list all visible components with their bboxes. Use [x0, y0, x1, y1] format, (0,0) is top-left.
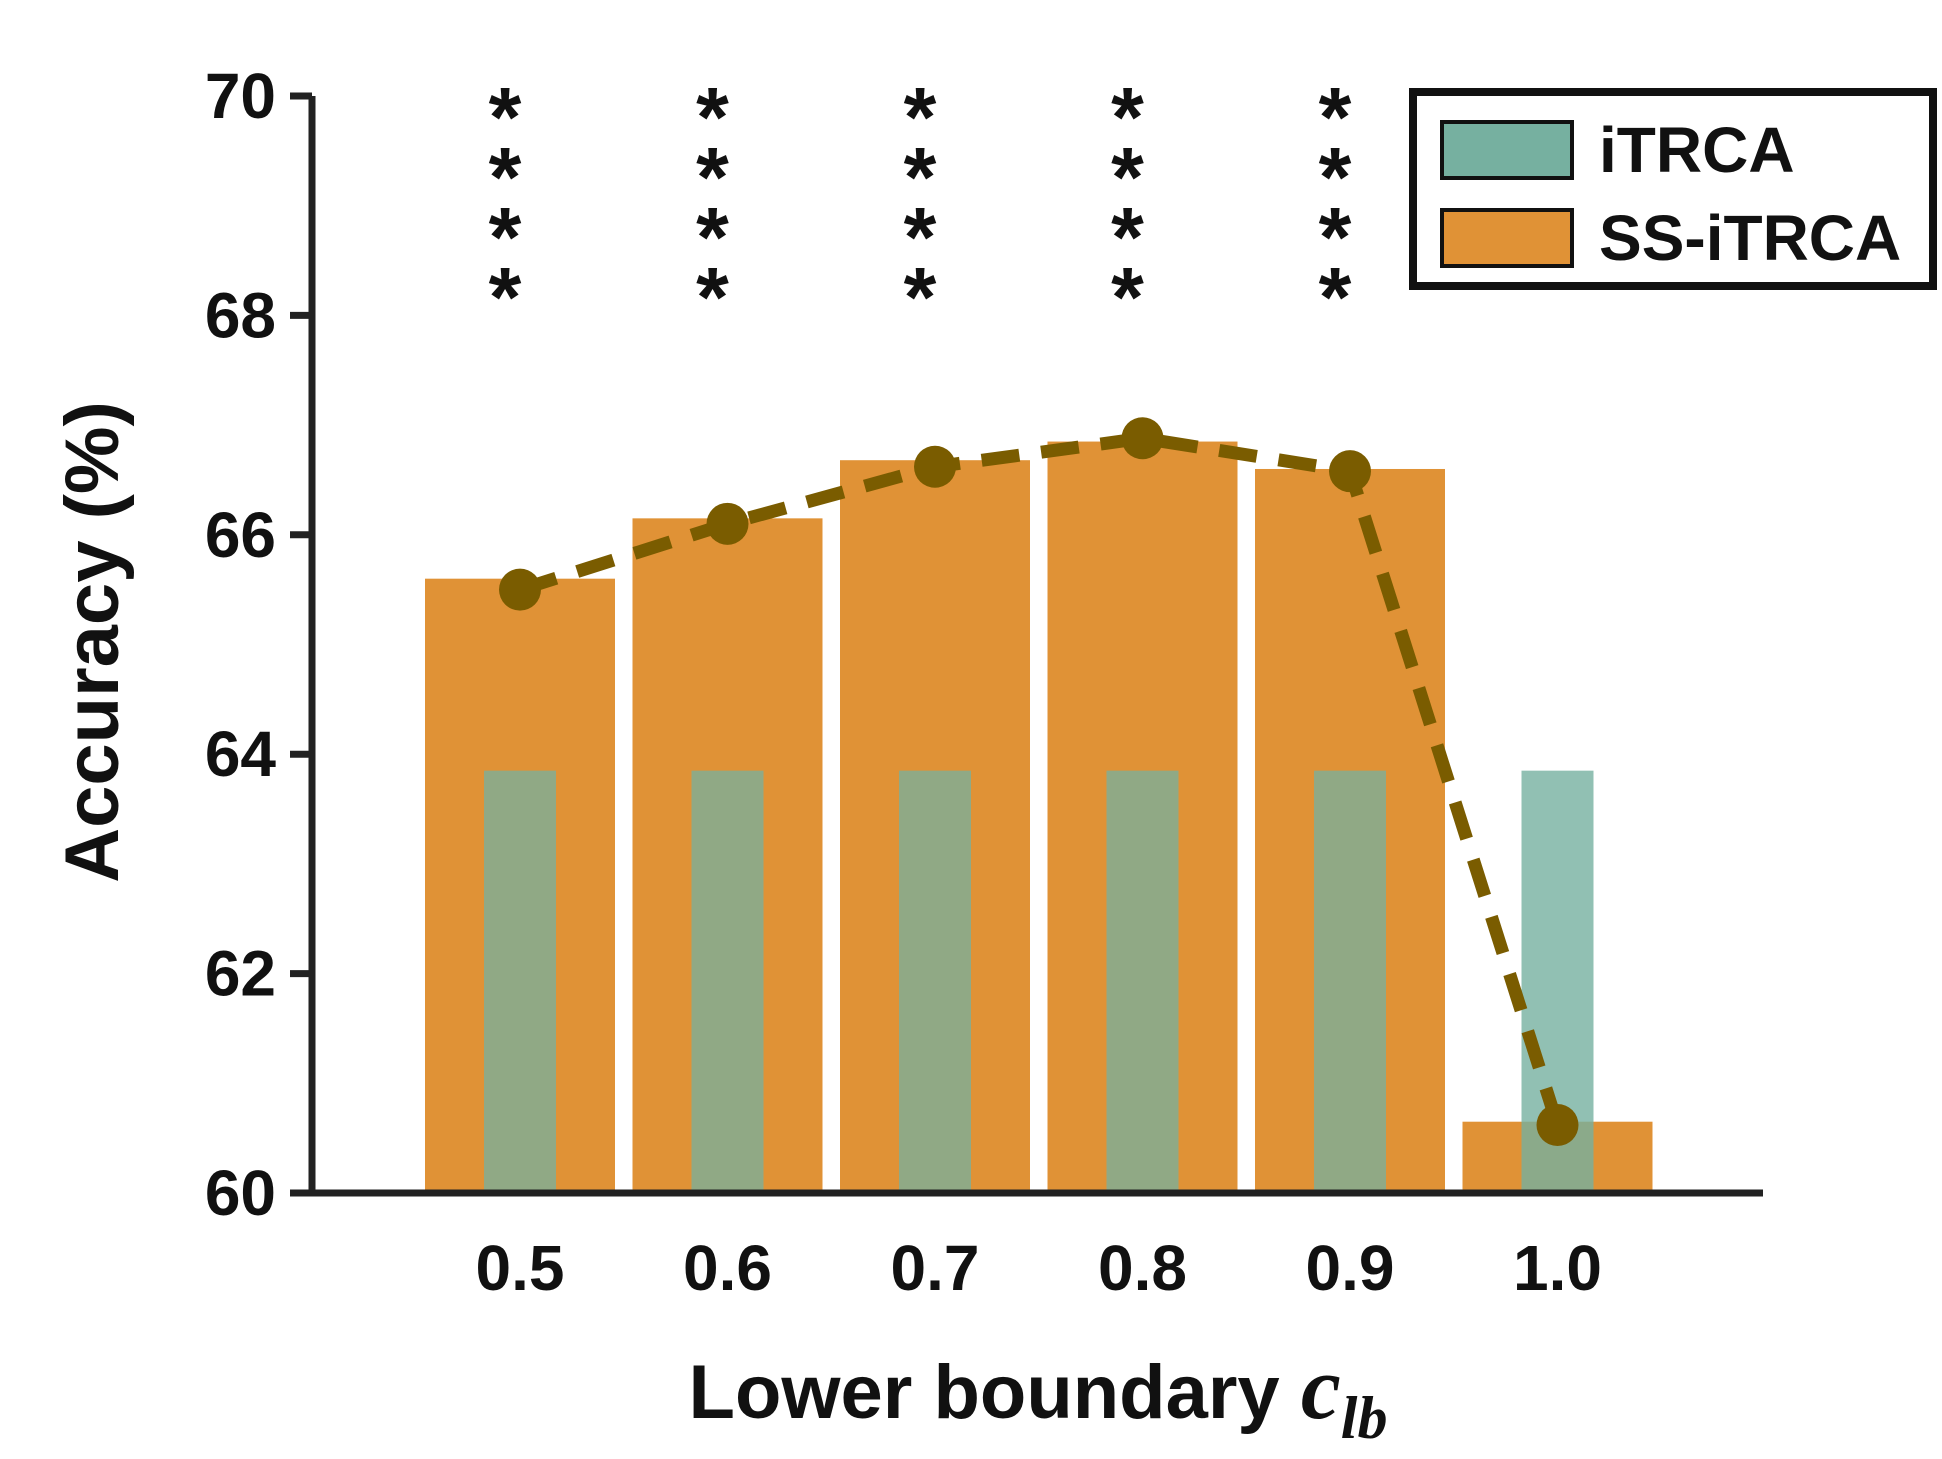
x-tick-label: 0.6 [683, 1232, 772, 1304]
y-tick-label: 62 [205, 938, 276, 1010]
significance-star: * [1111, 250, 1144, 344]
line-marker-0.7 [914, 445, 956, 488]
y-axis-title: Accuracy (%) [50, 401, 135, 883]
x-tick-label: 0.7 [891, 1232, 980, 1304]
significance-star: * [1319, 190, 1352, 284]
y-tick-label: 70 [205, 60, 276, 132]
legend-label-ss-itrca: SS-iTRCA [1599, 202, 1901, 274]
significance-star: * [489, 250, 522, 344]
significance-star: * [489, 130, 522, 224]
legend-swatch-itrca [1440, 120, 1574, 180]
line-marker-0.5 [499, 568, 541, 611]
significance-star: * [1319, 250, 1352, 344]
bar-itrca-0.6 [691, 770, 764, 1193]
significance-star: * [904, 250, 937, 344]
significance-star: * [696, 250, 729, 344]
significance-star: * [904, 190, 937, 284]
line-marker-0.6 [706, 502, 749, 545]
significance-star: * [696, 70, 729, 164]
significance-star: * [904, 130, 937, 224]
line-marker-1.0 [1536, 1103, 1579, 1146]
significance-star: * [1111, 130, 1144, 224]
bar-itrca-0.5 [484, 770, 556, 1193]
y-tick-label: 60 [205, 1157, 276, 1229]
significance-star: * [1111, 70, 1144, 164]
significance-star: * [1319, 130, 1352, 224]
y-tick-label: 64 [205, 718, 277, 790]
bar-itrca-0.7 [899, 770, 971, 1193]
x-tick-label: 1.0 [1513, 1232, 1602, 1304]
significance-star: * [1319, 70, 1352, 164]
x-axis-title: Lower boundary clb [689, 1339, 1388, 1451]
significance-star: * [696, 130, 729, 224]
significance-star: * [1111, 190, 1144, 284]
x-tick-label: 0.9 [1306, 1232, 1395, 1304]
significance-star: * [696, 190, 729, 284]
line-marker-0.8 [1121, 417, 1164, 460]
bar-itrca-0.8 [1106, 770, 1179, 1193]
y-tick-label: 68 [205, 279, 276, 351]
significance-star: * [904, 70, 937, 164]
y-tick-label: 66 [205, 499, 276, 571]
significance-star: * [489, 190, 522, 284]
trend-line [518, 431, 1564, 1127]
significance-star: * [489, 70, 522, 164]
bar-itrca-0.9 [1314, 770, 1386, 1193]
line-marker-0.9 [1329, 450, 1371, 493]
x-tick-label: 0.8 [1098, 1232, 1187, 1304]
legend-label-itrca: iTRCA [1599, 114, 1795, 186]
legend-swatch-ss-itrca [1440, 208, 1574, 268]
x-tick-label: 0.5 [476, 1232, 565, 1304]
